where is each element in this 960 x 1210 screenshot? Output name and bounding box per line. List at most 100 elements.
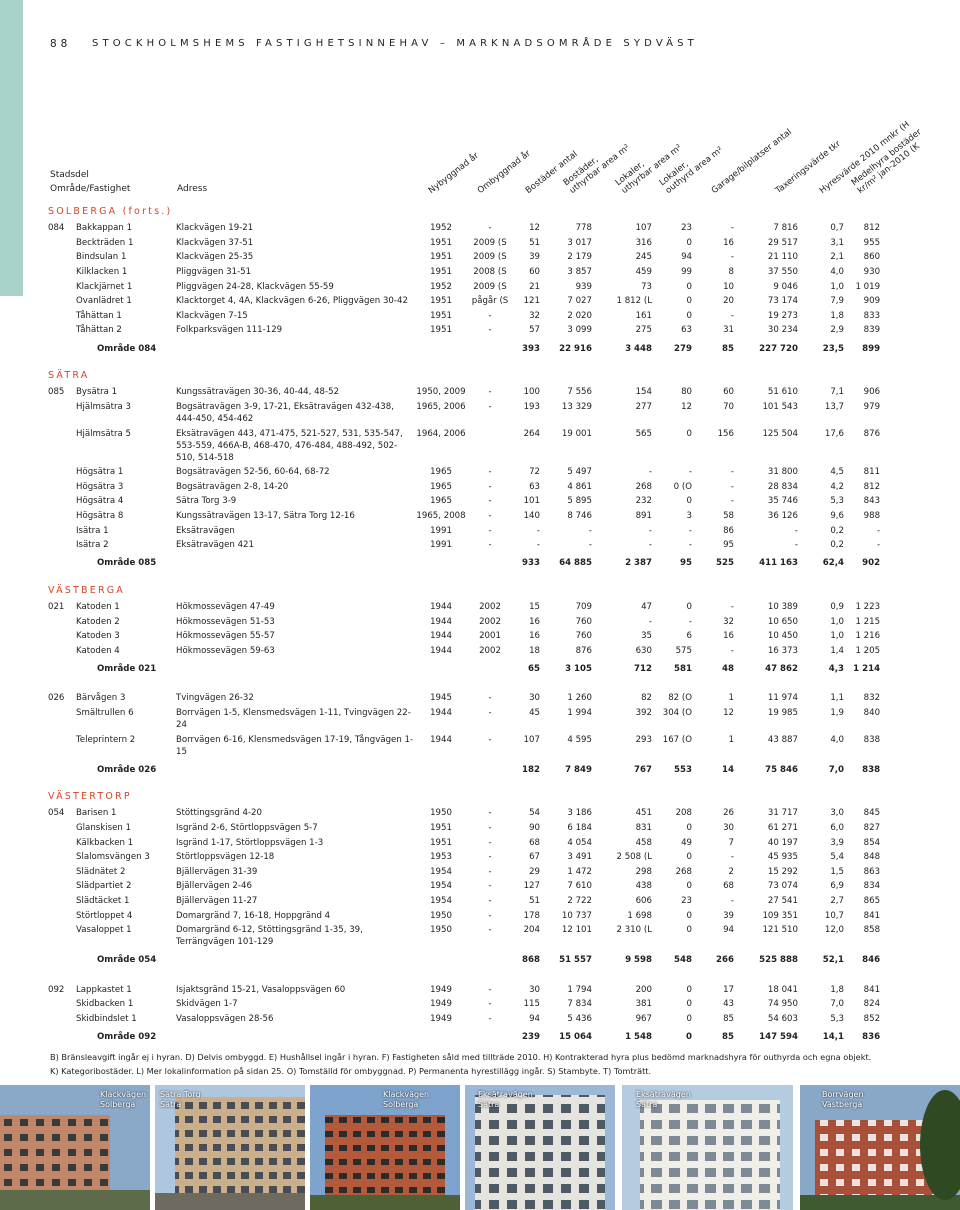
table-cell: 94 bbox=[723, 925, 734, 936]
table-cell: 827 bbox=[863, 823, 881, 834]
table-cell: 0 bbox=[686, 281, 692, 292]
table-cell: 863 bbox=[863, 866, 881, 877]
table-cell: 1,9 bbox=[830, 707, 844, 718]
table-cell: - bbox=[488, 881, 492, 892]
photo-caption-line: Borrvägen bbox=[822, 1090, 864, 1099]
total-cell: 525 bbox=[716, 558, 734, 569]
table-cell: 845 bbox=[863, 808, 881, 819]
table-cell: 47 bbox=[641, 601, 652, 612]
table-cell: - bbox=[488, 866, 492, 877]
table-cell: 021 bbox=[48, 601, 65, 612]
table-cell: 852 bbox=[863, 1013, 881, 1024]
total-cell: 14 bbox=[722, 764, 734, 775]
table-cell: 4,0 bbox=[830, 267, 844, 278]
table-cell: 51 610 bbox=[767, 387, 798, 398]
table-cell: 0,9 bbox=[830, 601, 844, 612]
table-row: Högsätra 4 Sätra Torg 3-9 1965 - 101 5 895 232… bbox=[48, 494, 880, 509]
table-cell: 392 bbox=[635, 707, 652, 718]
table-cell: 5,3 bbox=[830, 1013, 844, 1024]
table-cell: 860 bbox=[863, 252, 881, 263]
table-cell: 73 bbox=[641, 281, 652, 292]
table-cell: 2002 bbox=[479, 601, 501, 612]
table-cell: - bbox=[876, 540, 881, 551]
table-cell: 12 bbox=[723, 707, 734, 718]
total-cell: 0 bbox=[686, 1032, 692, 1043]
table-cell: 1950, 2009 bbox=[416, 387, 466, 398]
table-cell: - bbox=[488, 510, 492, 521]
table-cell: 31 800 bbox=[767, 467, 798, 478]
table-cell: 10,7 bbox=[824, 910, 844, 921]
total-cell: 85 bbox=[722, 1032, 734, 1043]
table-cell: - bbox=[488, 999, 492, 1010]
total-cell: 4,3 bbox=[828, 664, 844, 675]
table-cell: 8 746 bbox=[567, 510, 592, 521]
table-cell: 30 234 bbox=[767, 325, 798, 336]
table-cell: 39 bbox=[529, 252, 540, 263]
table-cell: 1991 bbox=[430, 540, 452, 551]
table-cell: 0,7 bbox=[830, 223, 844, 234]
table-row: 084 Bakkappan 1 Klackvägen 19-21 1952 - 12 778… bbox=[48, 221, 880, 236]
table-cell: 5 497 bbox=[567, 467, 592, 478]
table-cell: 812 bbox=[863, 481, 881, 492]
table-cell: 988 bbox=[863, 510, 881, 521]
table-cell: 35 bbox=[641, 631, 652, 642]
table-cell bbox=[48, 523, 76, 538]
table-cell: 63 bbox=[529, 481, 540, 492]
table-cell bbox=[48, 821, 76, 836]
table-cell: Lappkastet 1 bbox=[76, 984, 132, 995]
table-cell: Klackvägen 25-35 bbox=[176, 252, 254, 263]
total-row: Område 021 65 3 105 712 581 48 47 862 4,3 1 214 bbox=[48, 658, 880, 676]
table-cell: - bbox=[588, 540, 592, 551]
table-cell: 13 329 bbox=[561, 401, 592, 412]
table-cell: 1950 bbox=[430, 925, 452, 936]
table-cell: Klackvägen 37-51 bbox=[176, 237, 254, 248]
table-cell: 6,9 bbox=[830, 881, 844, 892]
photo-caption: Sätra Torg Sätra bbox=[160, 1090, 201, 1109]
photo bbox=[800, 1085, 960, 1210]
total-cell: 62,4 bbox=[822, 558, 844, 569]
table-cell bbox=[48, 509, 76, 524]
table-cell: - bbox=[488, 525, 492, 536]
table-cell: 2 020 bbox=[567, 310, 592, 321]
table-cell: 30 bbox=[529, 984, 540, 995]
table-cell: 1 812 (L bbox=[616, 296, 652, 307]
table-cell: 68 bbox=[529, 837, 540, 848]
table-cell: 2008 (S bbox=[473, 267, 507, 278]
table-cell: - bbox=[648, 467, 652, 478]
total-row: Område 084 393 22 916 3 448 279 85 227 720 23,5… bbox=[48, 338, 880, 356]
table-cell: 95 bbox=[723, 540, 734, 551]
table-row: Isätra 2 Eksätravägen 421 1991 - - - - - 95 - 0,2 - bbox=[48, 538, 880, 553]
section-row: SOLBERGA (forts.) bbox=[48, 206, 880, 221]
table-cell: 0,2 bbox=[830, 540, 844, 551]
total-cell: 182 bbox=[522, 764, 540, 775]
table-cell: 1 bbox=[728, 693, 734, 704]
table-cell: 1965 bbox=[430, 467, 452, 478]
table-row: Beckträden 1 Klackvägen 37-51 1951 2009 (S 5… bbox=[48, 236, 880, 251]
table-cell bbox=[48, 614, 76, 629]
table-cell: Slädnätet 2 bbox=[76, 866, 126, 877]
table-cell: 824 bbox=[863, 999, 881, 1010]
table-cell: 1,8 bbox=[830, 310, 844, 321]
table-cell bbox=[48, 479, 76, 494]
table-cell: 17,6 bbox=[824, 428, 844, 439]
table-cell: 840 bbox=[863, 707, 881, 718]
table-cell: 1,1 bbox=[830, 693, 844, 704]
table-cell: 7,9 bbox=[830, 296, 844, 307]
table-cell: Bindsulan 1 bbox=[76, 252, 127, 263]
table-cell: 82 bbox=[641, 693, 652, 704]
table-cell: 94 bbox=[529, 1013, 540, 1024]
table-cell: 0 bbox=[686, 496, 692, 507]
side-band bbox=[0, 0, 23, 296]
total-cell: 3 448 bbox=[625, 343, 652, 354]
table-cell: 100 bbox=[523, 387, 540, 398]
table-cell: - bbox=[488, 401, 492, 412]
table-cell: 115 bbox=[523, 999, 540, 1010]
table-cell: Tåhättan 1 bbox=[76, 310, 122, 321]
table-row: Katoden 3 Hökmossevägen 55-57 1944 2001 16 76… bbox=[48, 629, 880, 644]
table-cell: 438 bbox=[635, 881, 652, 892]
table-cell: Katoden 3 bbox=[76, 631, 120, 642]
table-cell: 0 bbox=[686, 310, 692, 321]
table-cell: 40 197 bbox=[767, 837, 798, 848]
table-cell: - bbox=[488, 1013, 492, 1024]
table-cell: - bbox=[588, 525, 592, 536]
